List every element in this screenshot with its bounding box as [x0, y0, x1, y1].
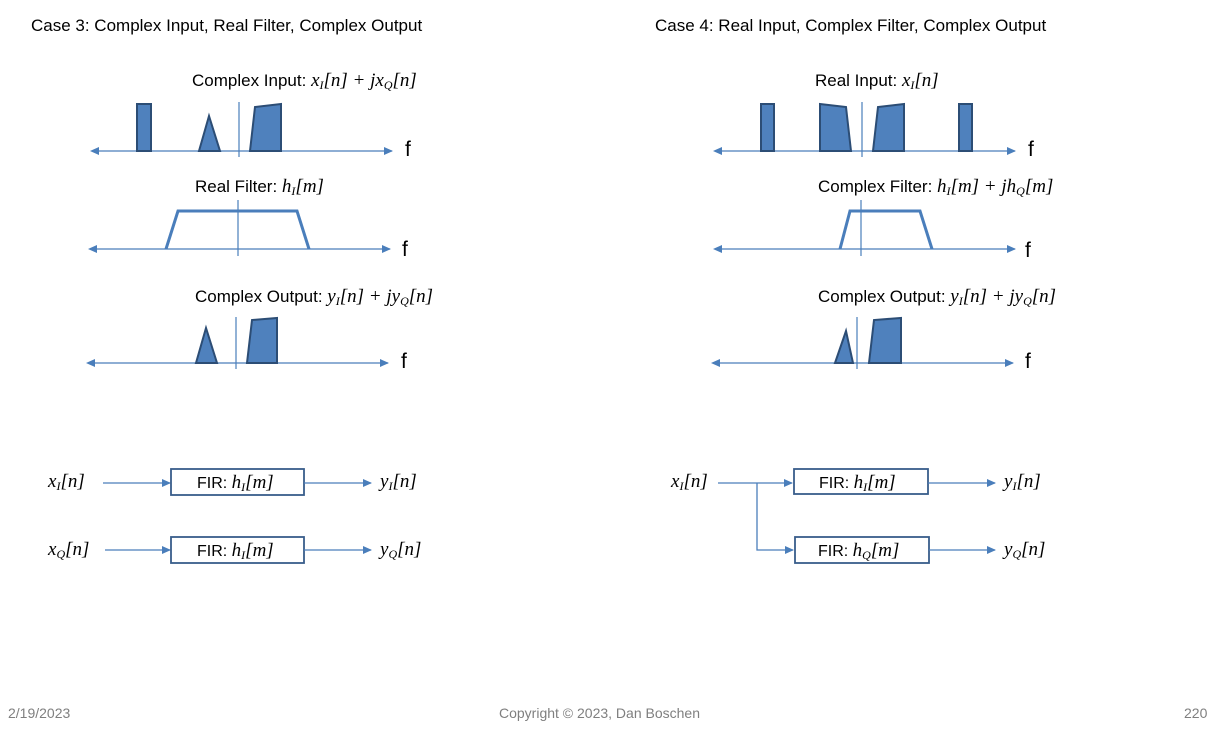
case4-signal-yq: yQ[n]	[1004, 539, 1046, 561]
case3-output-label-text: Complex Output:	[195, 287, 323, 306]
case3-output-label: Complex Output: yI[n] + jyQ[n]	[195, 286, 433, 309]
case4-output-spectrum	[711, 316, 1014, 369]
footer-page-number: 220	[1184, 705, 1208, 721]
case4-output-label-text: Complex Output:	[818, 287, 946, 306]
case3-filter-expr: hI[m]	[281, 176, 324, 198]
case4-input-spectrum	[713, 102, 1016, 157]
case4-input-band-1	[760, 103, 775, 152]
case4-input-axis-label: f	[1028, 138, 1034, 161]
case4-output-expr: yI[n] + jyQ[n]	[950, 286, 1057, 308]
case3-signal-xi: xI[n]	[48, 471, 85, 493]
case3-fir-box-q	[170, 536, 305, 564]
case3-filter-axis-label: f	[402, 238, 408, 261]
case4-signal-yi: yI[n]	[1004, 471, 1041, 493]
case4-signal-xi: xI[n]	[671, 471, 708, 493]
case4-output-axis-label: f	[1025, 350, 1031, 373]
case4-output-label: Complex Output: yI[n] + jyQ[n]	[818, 286, 1056, 309]
footer-date: 2/19/2023	[8, 705, 71, 721]
case4-output-band-right	[867, 316, 902, 364]
case3-fir-q-label: FIR: hI[m]	[197, 540, 274, 562]
case3-output-expr: yI[n] + jyQ[n]	[327, 286, 434, 308]
case3-input-band-left	[136, 103, 152, 152]
case3-input-spectrum	[90, 102, 393, 157]
case4-filter-response	[713, 200, 1016, 256]
case4-fir-i-label: FIR: hI[m]	[819, 472, 896, 494]
case3-input-expr: xI[n] + jxQ[n]	[311, 70, 417, 92]
case3-filter-response	[88, 200, 391, 256]
case4-title: Case 4: Real Input, Complex Filter, Comp…	[655, 16, 1047, 35]
case3-input-band-right	[248, 102, 282, 152]
case3-filter-label: Real Filter: hI[m]	[195, 176, 324, 199]
case4-input-band-4	[958, 103, 973, 152]
case3-signal-yi: yI[n]	[380, 471, 417, 493]
case4-filter-expr: hI[m] + jhQ[m]	[937, 176, 1054, 198]
case3-output-spectrum	[86, 316, 389, 369]
case3-block-diagram	[103, 468, 372, 564]
case4-input-band-2	[819, 102, 853, 152]
case4-filter-axis-label: f	[1025, 239, 1031, 262]
case3-signal-xq: xQ[n]	[48, 539, 90, 561]
case3-output-axis-label: f	[401, 350, 407, 373]
footer-copyright: Copyright © 2023, Dan Boschen	[499, 705, 700, 721]
case4-fir-q-label: FIR: hQ[m]	[818, 540, 900, 562]
case3-input-label: Complex Input: xI[n] + jxQ[n]	[192, 70, 417, 93]
case3-output-band-triangle	[194, 324, 219, 364]
case4-input-band-3	[871, 102, 905, 152]
case3-fir-i-label: FIR: hI[m]	[197, 472, 274, 494]
case3-fir-box-i	[170, 468, 305, 496]
case4-input-label: Real Input: xI[n]	[815, 70, 939, 93]
case4-output-band-triangle	[833, 327, 855, 364]
case4-filter-label: Complex Filter: hI[m] + jhQ[m]	[818, 176, 1053, 199]
case3-input-axis-label: f	[405, 138, 411, 161]
case3-input-band-triangle	[197, 112, 222, 152]
case4-fir-box-i	[793, 468, 929, 495]
case4-input-label-text: Real Input:	[815, 71, 898, 90]
case3-filter-label-text: Real Filter:	[195, 177, 278, 196]
case3-title: Case 3: Complex Input, Real Filter, Comp…	[31, 16, 423, 35]
case3-output-band-right	[245, 316, 278, 364]
case4-filter-label-text: Complex Filter:	[818, 177, 933, 196]
case4-block-diagram	[718, 468, 996, 564]
case3-signal-yq: yQ[n]	[380, 539, 422, 561]
case3-input-label-text: Complex Input:	[192, 71, 307, 90]
case4-input-expr: xI[n]	[901, 70, 939, 92]
